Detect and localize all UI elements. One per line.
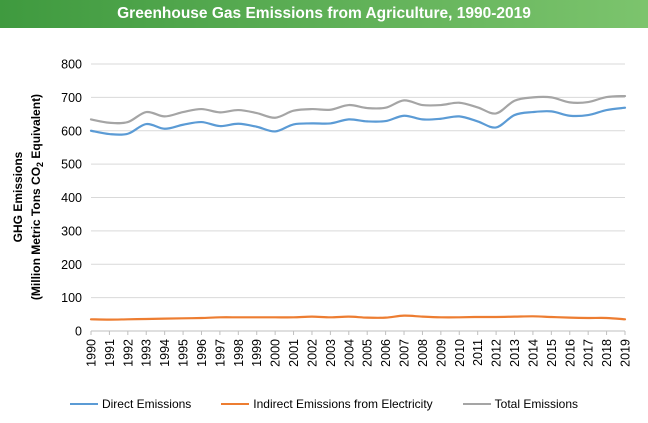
- x-tick-label: 1992: [121, 339, 135, 367]
- axes: 0 100 200 300 400 500 600 700 800 1990 1991 1992 199…: [61, 58, 632, 367]
- y-tick-label: 0: [75, 325, 82, 339]
- gridlines: [91, 63, 625, 299]
- x-tick-label: 2010: [453, 339, 467, 367]
- x-tick-label: 1997: [213, 339, 227, 367]
- legend-label-direct: Direct Emissions: [101, 397, 192, 411]
- x-tick-label: 2017: [582, 339, 596, 367]
- x-tick-label: 2012: [490, 339, 504, 367]
- series-line-direct-emissions: [89, 106, 627, 136]
- x-tick-label: 2019: [619, 339, 633, 367]
- y-tick-label: 100: [61, 291, 82, 305]
- legend-item-total: Total Emissions: [462, 397, 579, 411]
- x-tick-label: 2009: [434, 339, 448, 367]
- y-tick-label: 400: [61, 191, 82, 205]
- x-tick-label: 1995: [177, 339, 191, 367]
- legend-label-indirect: Indirect Emissions from Electricity: [253, 397, 433, 411]
- y-tick-label: 800: [61, 58, 82, 72]
- y-tick-label: 300: [61, 224, 82, 238]
- y-tick-label: 700: [61, 91, 82, 105]
- x-tick-label: 1991: [103, 339, 117, 367]
- y-tick-label: 500: [61, 158, 82, 172]
- x-tick-label: 1999: [250, 339, 264, 367]
- x-tick-label: 1996: [195, 339, 209, 367]
- series-line-total-emissions: [89, 94, 627, 125]
- y-axis-label-suffix: Equivalent): [29, 94, 43, 162]
- y-tick-label: 200: [61, 258, 82, 272]
- x-tick-label: 2001: [287, 339, 301, 367]
- series-line-indirect-emissions-from-electricity: [89, 314, 627, 321]
- x-tick-label: 2018: [600, 339, 614, 367]
- x-tick-label: 2013: [508, 339, 522, 367]
- x-tick-label: 2007: [398, 339, 412, 367]
- legend-swatch-total: [462, 403, 491, 405]
- x-tick-label: 1994: [158, 339, 172, 367]
- x-tick-label: 2016: [563, 339, 577, 367]
- x-tick-label: 1993: [140, 339, 154, 367]
- x-tick-label: 2000: [269, 339, 283, 367]
- x-tick-label: 2002: [305, 339, 319, 367]
- y-axis-label-subscript: 2: [35, 162, 45, 167]
- legend: Direct Emissions Indirect Emissions from…: [0, 394, 648, 414]
- y-axis-label: GHG Emissions (Million Metric Tons CO2 E…: [11, 94, 45, 300]
- title-bar-background: [0, 0, 648, 28]
- x-tick-label: 2003: [324, 339, 338, 367]
- y-axis-label-line1: GHG Emissions: [11, 151, 25, 242]
- x-tick-label: 1998: [232, 339, 246, 367]
- x-tick-label: 2004: [342, 339, 356, 367]
- x-tick-label: 2008: [416, 339, 430, 367]
- x-tick-label: 2005: [361, 339, 375, 367]
- legend-swatch-indirect: [221, 403, 250, 405]
- x-tick-label: 2015: [545, 339, 559, 367]
- y-axis-label-prefix: (Million Metric Tons CO: [29, 167, 43, 300]
- series-lines: [89, 94, 627, 321]
- x-tick-label: 2014: [526, 339, 540, 367]
- x-tick-label: 2006: [379, 339, 393, 367]
- legend-item-indirect: Indirect Emissions from Electricity: [221, 397, 433, 411]
- x-tick-label: 2011: [471, 339, 485, 366]
- y-axis-label-line2: (Million Metric Tons CO2 Equivalent): [29, 94, 45, 300]
- legend-label-total: Total Emissions: [494, 397, 579, 411]
- chart-title: Greenhouse Gas Emissions from Agricultur…: [117, 5, 531, 22]
- legend-item-direct: Direct Emissions: [69, 397, 192, 411]
- legend-swatch-direct: [69, 403, 98, 405]
- x-tick-label: 1990: [85, 339, 99, 367]
- y-tick-label: 600: [61, 124, 82, 138]
